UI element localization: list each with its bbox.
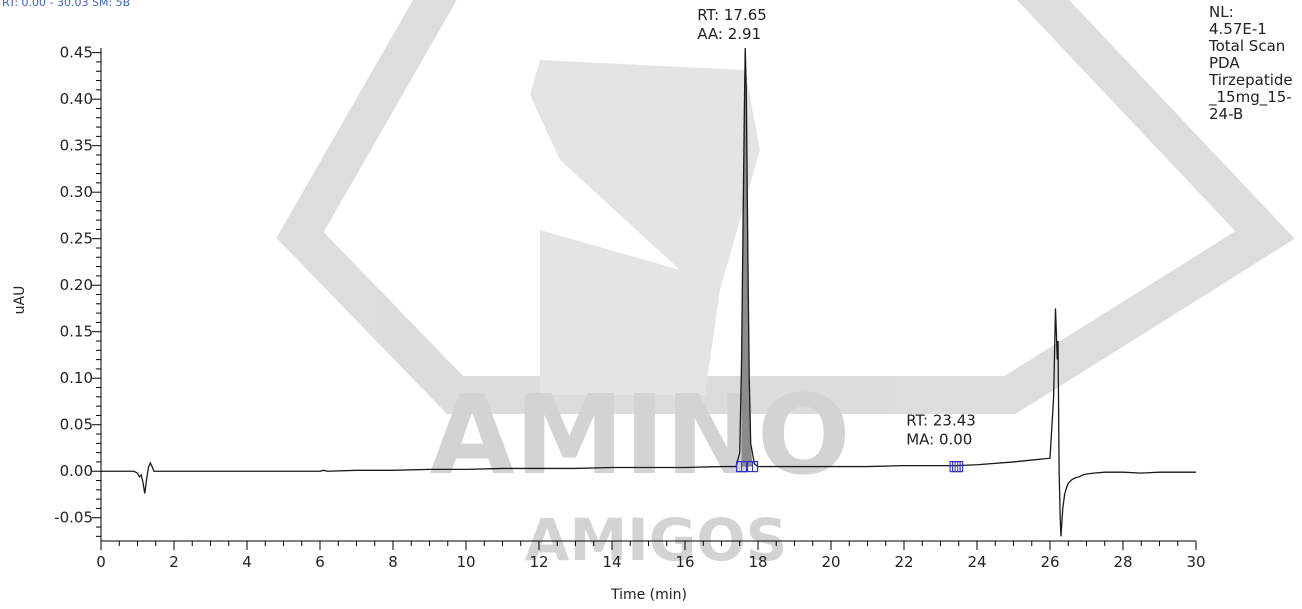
x-tick-label: 14 <box>602 553 621 571</box>
y-tick-label: 0.10 <box>60 369 93 387</box>
x-tick-label: 28 <box>1113 553 1132 571</box>
y-tick-label: 0.45 <box>60 44 93 62</box>
x-tick-label: 10 <box>456 553 475 571</box>
y-tick-label: 0.35 <box>60 137 93 155</box>
peak-rt-label: RT: 17.65 <box>697 6 767 24</box>
watermark-hexagon <box>276 0 1295 414</box>
x-tick-label: 24 <box>967 553 986 571</box>
y-tick-label: 0.30 <box>60 183 93 201</box>
chromatogram-trace <box>101 47 1196 537</box>
x-tick-label: 0 <box>96 553 106 571</box>
x-tick-label: 30 <box>1186 553 1205 571</box>
x-ticks: 0 2 4 6 8 10 12 14 16 18 20 22 24 26 28 30 <box>96 541 1206 571</box>
x-axis-title: Time (min) <box>610 587 687 603</box>
x-tick-label: 26 <box>1040 553 1059 571</box>
side-info-line: Tirzepatide <box>1208 71 1293 89</box>
y-tick-label: 0.00 <box>60 462 93 480</box>
side-info-line: Total Scan <box>1208 37 1285 55</box>
side-info-line: NL: <box>1209 3 1234 21</box>
watermark-logo-shape <box>530 60 760 395</box>
x-tick-label: 8 <box>388 553 398 571</box>
peak-marker-layer <box>735 460 964 473</box>
watermark-text-main: AMINO <box>429 371 850 499</box>
x-tick-label: 12 <box>529 553 548 571</box>
peak-rt-label: RT: 23.43 <box>906 412 976 430</box>
axes: 0 2 4 6 8 10 12 14 16 18 20 22 24 26 28 30 -0.050.000.0… <box>54 44 1205 571</box>
y-tick-label: 0.20 <box>60 276 93 294</box>
side-info-line: _15mg_15- <box>1208 88 1292 107</box>
side-info-line: 4.57E-1 <box>1209 20 1267 38</box>
side-info-line: PDA <box>1209 54 1240 72</box>
watermark: AMINO AMIGOS <box>276 0 1295 574</box>
y-ticks: -0.05 0.00 0.05 0.10 0.15 0.20 0.25 0.30 0.35 0.4… <box>54 44 101 537</box>
y-tick-label: 0.25 <box>60 230 93 248</box>
x-tick-label: 20 <box>821 553 840 571</box>
chart-header: RT: 0.00 - 30.03 SM: 5B <box>2 0 130 9</box>
peak-area-label: AA: 2.91 <box>697 25 761 43</box>
y-tick-label: 0.05 <box>60 416 93 434</box>
y-tick-label: -0.05 <box>54 509 93 527</box>
side-info-block: NL: 4.57E-1 Total Scan PDA Tirzepatide _… <box>1208 3 1293 123</box>
y-tick-label: 0.40 <box>60 90 93 108</box>
peak-area-label: MA: 0.00 <box>906 431 972 449</box>
x-tick-label: 6 <box>315 553 325 571</box>
x-tick-label: 18 <box>748 553 767 571</box>
x-tick-label: 4 <box>242 553 252 571</box>
x-tick-label: 16 <box>675 553 694 571</box>
side-info-line: 24-B <box>1209 105 1243 123</box>
y-tick-label: 0.15 <box>60 323 93 341</box>
x-tick-label: 22 <box>894 553 913 571</box>
y-axis-title: uAU <box>12 286 28 315</box>
watermark-text-sub: AMIGOS <box>525 506 788 574</box>
x-tick-label: 2 <box>169 553 179 571</box>
